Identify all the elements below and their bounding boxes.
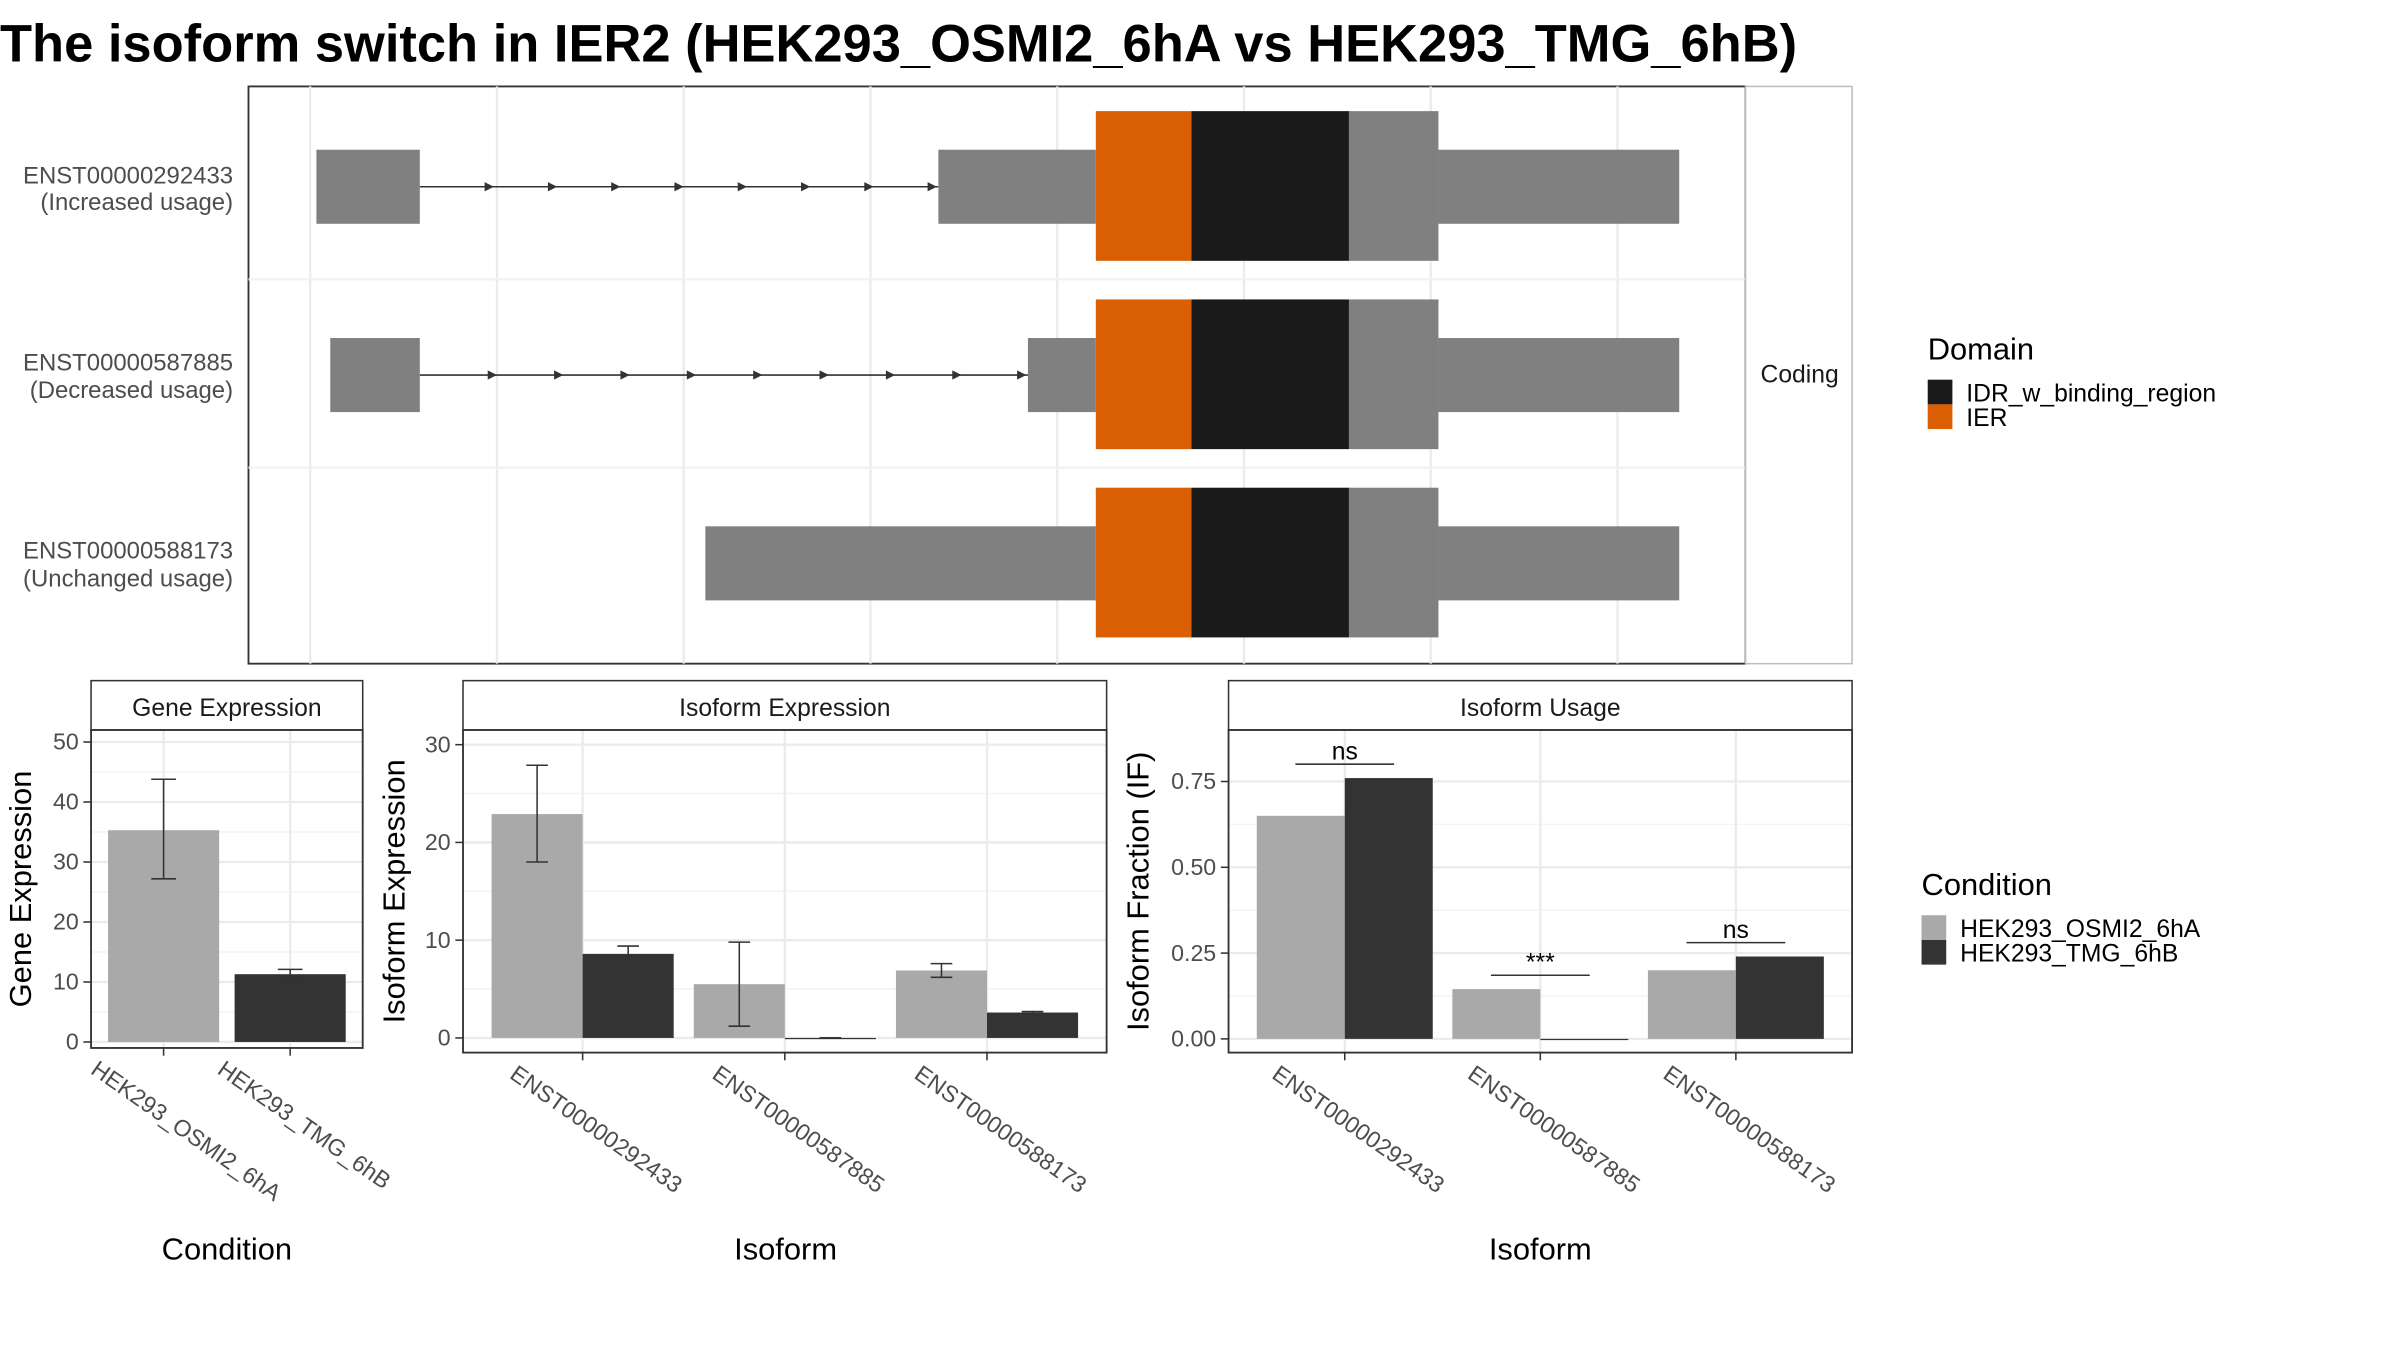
idr-domain	[1191, 299, 1349, 450]
ier-domain	[1095, 299, 1192, 450]
idr-domain	[1191, 111, 1349, 261]
utr-exon	[1438, 338, 1680, 413]
transcript-row: ENST00000292433 (Increased usage)	[23, 111, 1680, 261]
utr-exon	[330, 338, 420, 413]
y-tick-label: 0	[438, 1025, 451, 1051]
intron-arrows	[484, 182, 937, 192]
y-tick-label: 20	[53, 909, 79, 935]
x-tick-label: ENST00000588173	[910, 1060, 1091, 1198]
transcript-label: ENST00000587885	[23, 349, 233, 376]
y-tick-label: 30	[425, 731, 451, 757]
panel-border	[90, 729, 364, 1049]
y-tick-label: 0.50	[1171, 854, 1216, 880]
bar	[895, 970, 988, 1038]
intron-arrows	[487, 370, 1027, 380]
bar	[1540, 1038, 1629, 1041]
significance-label: ***	[1526, 950, 1555, 977]
y-axis-title: Isoform Expression	[376, 759, 411, 1023]
legend-swatch-cond2	[1921, 939, 1947, 965]
ier-domain	[1095, 111, 1192, 261]
utr-exon	[316, 149, 420, 224]
bar	[582, 953, 674, 1038]
chart-panel: Isoform Expression 0 10 20 30 ENST00000292433…	[376, 679, 1108, 1266]
significance-label: ns	[1723, 917, 1749, 944]
utr-exon	[1438, 149, 1680, 224]
x-tick-label: ENST00000292433	[506, 1060, 687, 1198]
x-axis-title: Isoform	[734, 1231, 837, 1266]
panel-title: Isoform Usage	[1460, 695, 1621, 722]
x-axis-title: Isoform	[1489, 1231, 1592, 1266]
x-tick-label: ENST00000588173	[1659, 1060, 1840, 1198]
coding-exon	[1348, 111, 1439, 261]
coding-exon	[1348, 487, 1439, 638]
panel-title: Isoform Expression	[679, 695, 890, 722]
transcript-sublabel: (Increased usage)	[40, 189, 233, 216]
transcript-sublabel: (Unchanged usage)	[23, 565, 233, 592]
legend-swatch-idr	[1927, 379, 1953, 405]
bar	[1452, 989, 1541, 1039]
idr-domain	[1191, 487, 1349, 638]
condition-legend: Condition HEK293_OSMI2_6hA HEK293_TMG_6h…	[1921, 867, 2201, 968]
bar	[1647, 970, 1736, 1039]
x-tick-label: ENST00000587885	[1463, 1060, 1644, 1198]
y-tick-label: 0.75	[1171, 768, 1216, 794]
legend-label-cond2: HEK293_TMG_6hB	[1960, 941, 2178, 968]
y-tick-label: 0	[66, 1029, 79, 1055]
transcript-label: ENST00000292433	[23, 163, 233, 190]
legend-label-ier: IER	[1966, 405, 2007, 432]
coding-exon	[1348, 299, 1439, 450]
y-tick-label: 10	[425, 927, 451, 953]
y-axis-title: Gene Expression	[3, 771, 38, 1008]
domain-legend: Domain IDR_w_binding_region IER	[1927, 332, 2216, 432]
coding-strip	[1744, 85, 1853, 665]
chart-panel: Isoform Usage ns *** ns 0.00 0.25 0.50 0.75 ENST…	[1120, 679, 1854, 1266]
transcript-sublabel: (Decreased usage)	[30, 377, 233, 404]
legend-label-cond1: HEK293_OSMI2_6hA	[1960, 916, 2201, 943]
structure-panel: Coding ENST00000292433 (Increased usage)…	[23, 85, 1853, 665]
y-tick-label: 0.25	[1171, 940, 1216, 966]
coding-strip-label: Coding	[1760, 362, 1838, 389]
panel-strip	[462, 679, 1108, 731]
utr-exon	[1438, 526, 1680, 601]
chart-panel: Gene Expression01020304050HEK293_OSMI2_6…	[3, 679, 396, 1266]
x-axis-title: Condition	[162, 1231, 292, 1266]
transcript-row: ENST00000588173 (Unchanged usage)	[23, 487, 1680, 638]
x-tick-label: ENST00000587885	[708, 1060, 889, 1198]
utr-exon	[1027, 338, 1096, 413]
y-tick-label: 10	[53, 969, 79, 995]
bar-panels: Gene Expression01020304050HEK293_OSMI2_6…	[3, 679, 1854, 1266]
transcript-row: ENST00000587885 (Decreased usage)	[23, 299, 1680, 450]
bar	[1344, 778, 1433, 1039]
bar	[234, 974, 346, 1042]
legend-label-idr: IDR_w_binding_region	[1966, 380, 2216, 407]
y-tick-label: 20	[425, 829, 451, 855]
ier-domain	[1095, 487, 1192, 638]
x-tick-label: ENST00000292433	[1268, 1060, 1449, 1198]
y-tick-label: 50	[53, 729, 79, 755]
condition-legend-title: Condition	[1922, 867, 2052, 902]
utr-exon	[938, 149, 1096, 224]
legend-swatch-cond1	[1921, 915, 1947, 940]
figure-title: The isoform switch in IER2 (HEK293_OSMI2…	[0, 16, 1797, 74]
bar	[1256, 815, 1345, 1039]
bar	[1735, 956, 1824, 1039]
legend-swatch-ier	[1927, 404, 1953, 430]
domain-legend-title: Domain	[1928, 332, 2034, 367]
y-tick-label: 0.00	[1171, 1026, 1216, 1052]
y-axis-title: Isoform Fraction (IF)	[1120, 752, 1155, 1031]
y-tick-label: 30	[53, 849, 79, 875]
utr-exon	[705, 526, 1096, 601]
panel-title: Gene Expression	[132, 695, 321, 722]
y-tick-label: 40	[53, 789, 79, 815]
transcript-label: ENST00000588173	[23, 538, 233, 565]
bar	[987, 1012, 1079, 1038]
significance-label: ns	[1332, 739, 1358, 766]
